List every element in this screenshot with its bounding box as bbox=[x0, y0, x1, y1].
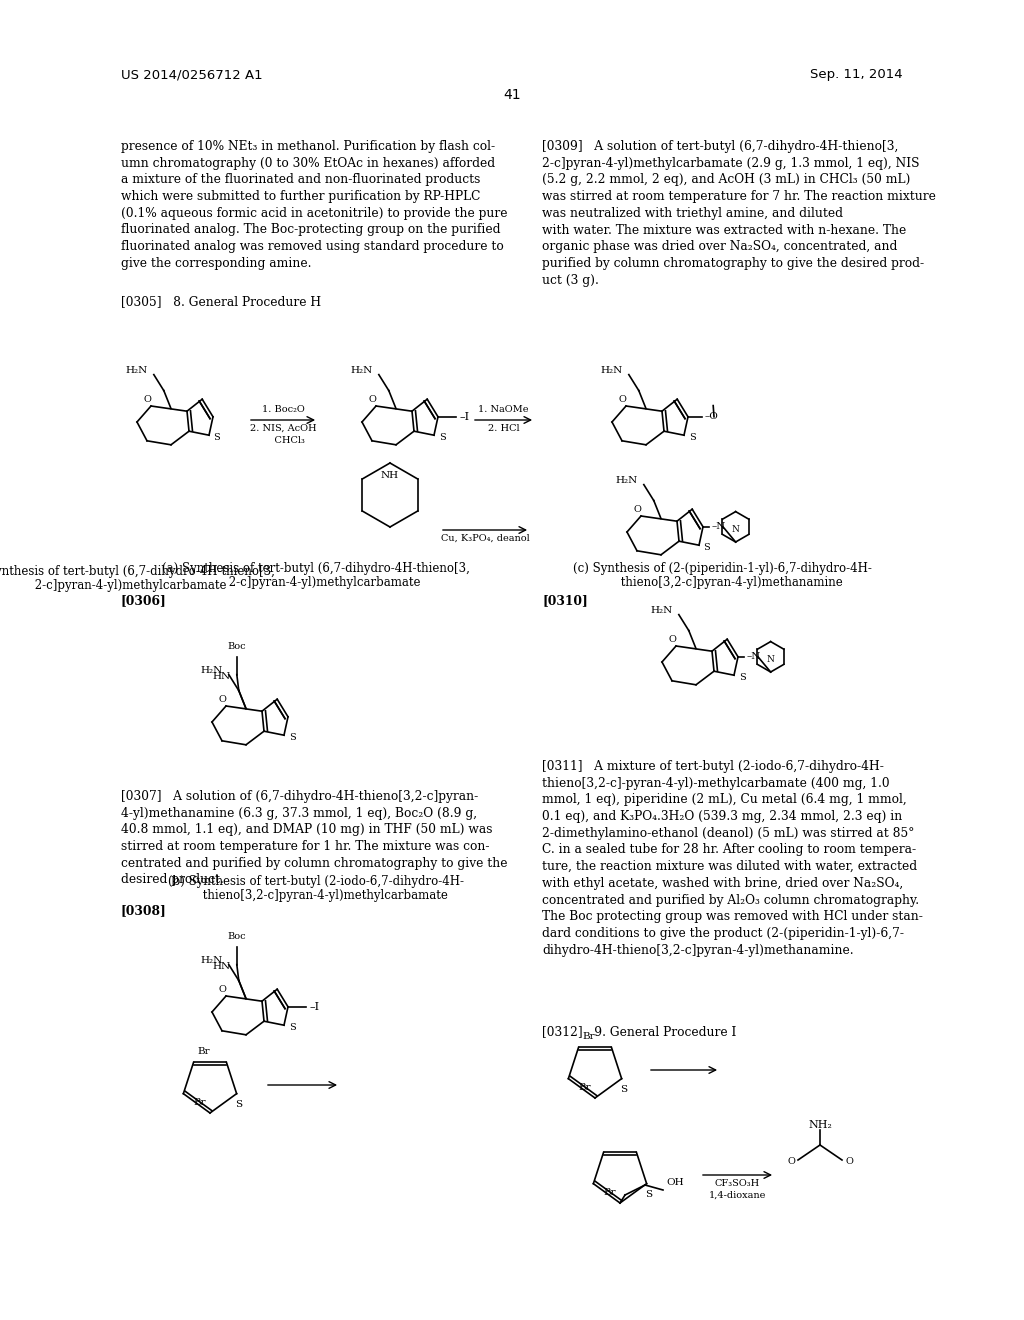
Text: H₂N: H₂N bbox=[650, 606, 673, 615]
Text: (a) Synthesis of tert-butyl (6,7-dihydro-4H-thieno[3,: (a) Synthesis of tert-butyl (6,7-dihydro… bbox=[162, 562, 469, 576]
Text: O: O bbox=[787, 1158, 795, 1167]
Text: O: O bbox=[668, 635, 676, 644]
Text: Boc: Boc bbox=[227, 932, 246, 941]
Text: S: S bbox=[738, 673, 745, 681]
Text: thieno[3,2-c]pyran-4-yl)methanamine: thieno[3,2-c]pyran-4-yl)methanamine bbox=[602, 576, 843, 589]
Text: H₂N: H₂N bbox=[350, 366, 373, 375]
Text: CF₃SO₃H: CF₃SO₃H bbox=[715, 1179, 760, 1188]
Text: [0307]   A solution of (6,7-dihydro-4H-thieno[3,2-c]pyran-
4-yl)methanamine (6.3: [0307] A solution of (6,7-dihydro-4H-thi… bbox=[121, 789, 508, 887]
Text: H₂N: H₂N bbox=[201, 956, 223, 965]
Text: [0310]: [0310] bbox=[542, 594, 588, 607]
Text: [0306]: [0306] bbox=[121, 594, 167, 607]
Text: Br: Br bbox=[603, 1188, 616, 1197]
Text: presence of 10% NEt₃ in methanol. Purification by flash col-
umn chromatography : presence of 10% NEt₃ in methanol. Purifi… bbox=[121, 140, 508, 269]
Text: OH: OH bbox=[666, 1177, 684, 1187]
Text: Boc: Boc bbox=[227, 642, 246, 651]
Text: 2-c]pyran-4-yl)methylcarbamate: 2-c]pyran-4-yl)methylcarbamate bbox=[15, 579, 226, 591]
Text: O: O bbox=[618, 396, 626, 404]
Text: [0312]   9. General Procedure I: [0312] 9. General Procedure I bbox=[542, 1026, 736, 1038]
Text: O: O bbox=[218, 696, 226, 705]
Text: H₂N: H₂N bbox=[201, 667, 223, 675]
Text: US 2014/0256712 A1: US 2014/0256712 A1 bbox=[121, 69, 262, 81]
Text: –N: –N bbox=[746, 652, 762, 661]
Text: N: N bbox=[767, 655, 774, 664]
Text: NH: NH bbox=[381, 471, 399, 480]
Text: [0305]   8. General Procedure H: [0305] 8. General Procedure H bbox=[121, 294, 322, 308]
Text: 2. HCl: 2. HCl bbox=[487, 424, 519, 433]
Text: –O: –O bbox=[705, 412, 719, 421]
Text: Br: Br bbox=[198, 1047, 210, 1056]
Text: O: O bbox=[845, 1158, 853, 1167]
Text: O: O bbox=[143, 396, 151, 404]
Text: HN: HN bbox=[213, 672, 230, 681]
Text: O: O bbox=[218, 986, 226, 994]
Text: Br: Br bbox=[583, 1032, 595, 1041]
Text: (b) Synthesis of tert-butyl (2-iodo-6,7-dihydro-4H-: (b) Synthesis of tert-butyl (2-iodo-6,7-… bbox=[168, 875, 464, 888]
Text: S: S bbox=[289, 1023, 295, 1032]
Text: [0311]   A mixture of tert-butyl (2-iodo-6,7-dihydro-4H-
thieno[3,2-c]-pyran-4-y: [0311] A mixture of tert-butyl (2-iodo-6… bbox=[542, 760, 923, 957]
Text: 2-c]pyran-4-yl)methylcarbamate: 2-c]pyran-4-yl)methylcarbamate bbox=[210, 576, 421, 589]
Text: HN: HN bbox=[213, 962, 230, 972]
Text: S: S bbox=[289, 733, 295, 742]
Text: thieno[3,2-c]pyran-4-yl)methylcarbamate: thieno[3,2-c]pyran-4-yl)methylcarbamate bbox=[183, 888, 447, 902]
Text: –I: –I bbox=[310, 1002, 321, 1012]
Text: Br: Br bbox=[194, 1098, 206, 1107]
Text: 1. NaOMe: 1. NaOMe bbox=[478, 405, 528, 414]
Text: H₂N: H₂N bbox=[600, 366, 623, 375]
Text: N: N bbox=[732, 525, 739, 535]
Text: NH₂: NH₂ bbox=[808, 1119, 831, 1130]
Text: S: S bbox=[703, 543, 711, 552]
Text: S: S bbox=[438, 433, 445, 442]
Text: Br: Br bbox=[579, 1082, 591, 1092]
Text: Cu, K₃PO₄, deanol: Cu, K₃PO₄, deanol bbox=[440, 535, 529, 543]
Text: O: O bbox=[633, 506, 641, 515]
Text: –I: –I bbox=[460, 412, 470, 422]
Text: [0309]   A solution of tert-butyl (6,7-dihydro-4H-thieno[3,
2-c]pyran-4-yl)methy: [0309] A solution of tert-butyl (6,7-dih… bbox=[542, 140, 936, 286]
Text: S: S bbox=[688, 433, 695, 442]
Text: S: S bbox=[214, 433, 220, 442]
Text: CHCl₃: CHCl₃ bbox=[261, 436, 304, 445]
Text: S: S bbox=[645, 1189, 652, 1199]
Text: [0308]: [0308] bbox=[121, 904, 167, 917]
Text: 1. Boc₂O: 1. Boc₂O bbox=[261, 405, 304, 414]
Text: S: S bbox=[236, 1100, 243, 1109]
Text: S: S bbox=[621, 1085, 627, 1094]
Text: H₂N: H₂N bbox=[615, 477, 638, 486]
Text: Sep. 11, 2014: Sep. 11, 2014 bbox=[810, 69, 903, 81]
Text: 41: 41 bbox=[503, 88, 521, 102]
Text: (a) Synthesis of tert-butyl (6,7-dihydro-4H-thieno[3,: (a) Synthesis of tert-butyl (6,7-dihydro… bbox=[0, 565, 274, 578]
Text: 2. NIS, AcOH: 2. NIS, AcOH bbox=[250, 424, 316, 433]
Text: –N: –N bbox=[712, 523, 726, 531]
Text: H₂N: H₂N bbox=[126, 366, 147, 375]
Text: O: O bbox=[368, 396, 376, 404]
Text: 1,4-dioxane: 1,4-dioxane bbox=[709, 1191, 766, 1200]
Text: (c) Synthesis of (2-(piperidin-1-yl)-6,7-dihydro-4H-: (c) Synthesis of (2-(piperidin-1-yl)-6,7… bbox=[573, 562, 872, 576]
